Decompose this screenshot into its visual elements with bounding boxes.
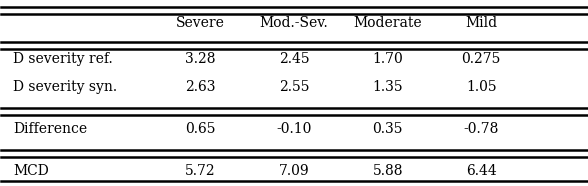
Text: Mod.-Sev.: Mod.-Sev. (260, 16, 328, 30)
Text: 1.05: 1.05 (466, 80, 497, 94)
Text: 6.44: 6.44 (466, 164, 497, 178)
Text: 1.35: 1.35 (372, 80, 403, 94)
Text: 2.63: 2.63 (185, 80, 216, 94)
Text: 2.55: 2.55 (279, 80, 309, 94)
Text: 2.45: 2.45 (279, 52, 309, 66)
Text: 0.35: 0.35 (372, 122, 403, 136)
Text: -0.10: -0.10 (276, 122, 312, 136)
Text: D severity syn.: D severity syn. (13, 80, 117, 94)
Text: Difference: Difference (13, 122, 87, 136)
Text: 0.65: 0.65 (185, 122, 216, 136)
Text: MCD: MCD (13, 164, 49, 178)
Text: 5.72: 5.72 (185, 164, 216, 178)
Text: Mild: Mild (465, 16, 497, 30)
Text: Moderate: Moderate (353, 16, 422, 30)
Text: 0.275: 0.275 (462, 52, 501, 66)
Text: Severe: Severe (176, 16, 225, 30)
Text: 7.09: 7.09 (279, 164, 309, 178)
Text: -0.78: -0.78 (463, 122, 499, 136)
Text: 3.28: 3.28 (185, 52, 216, 66)
Text: 1.70: 1.70 (372, 52, 403, 66)
Text: 5.88: 5.88 (372, 164, 403, 178)
Text: D severity ref.: D severity ref. (13, 52, 113, 66)
